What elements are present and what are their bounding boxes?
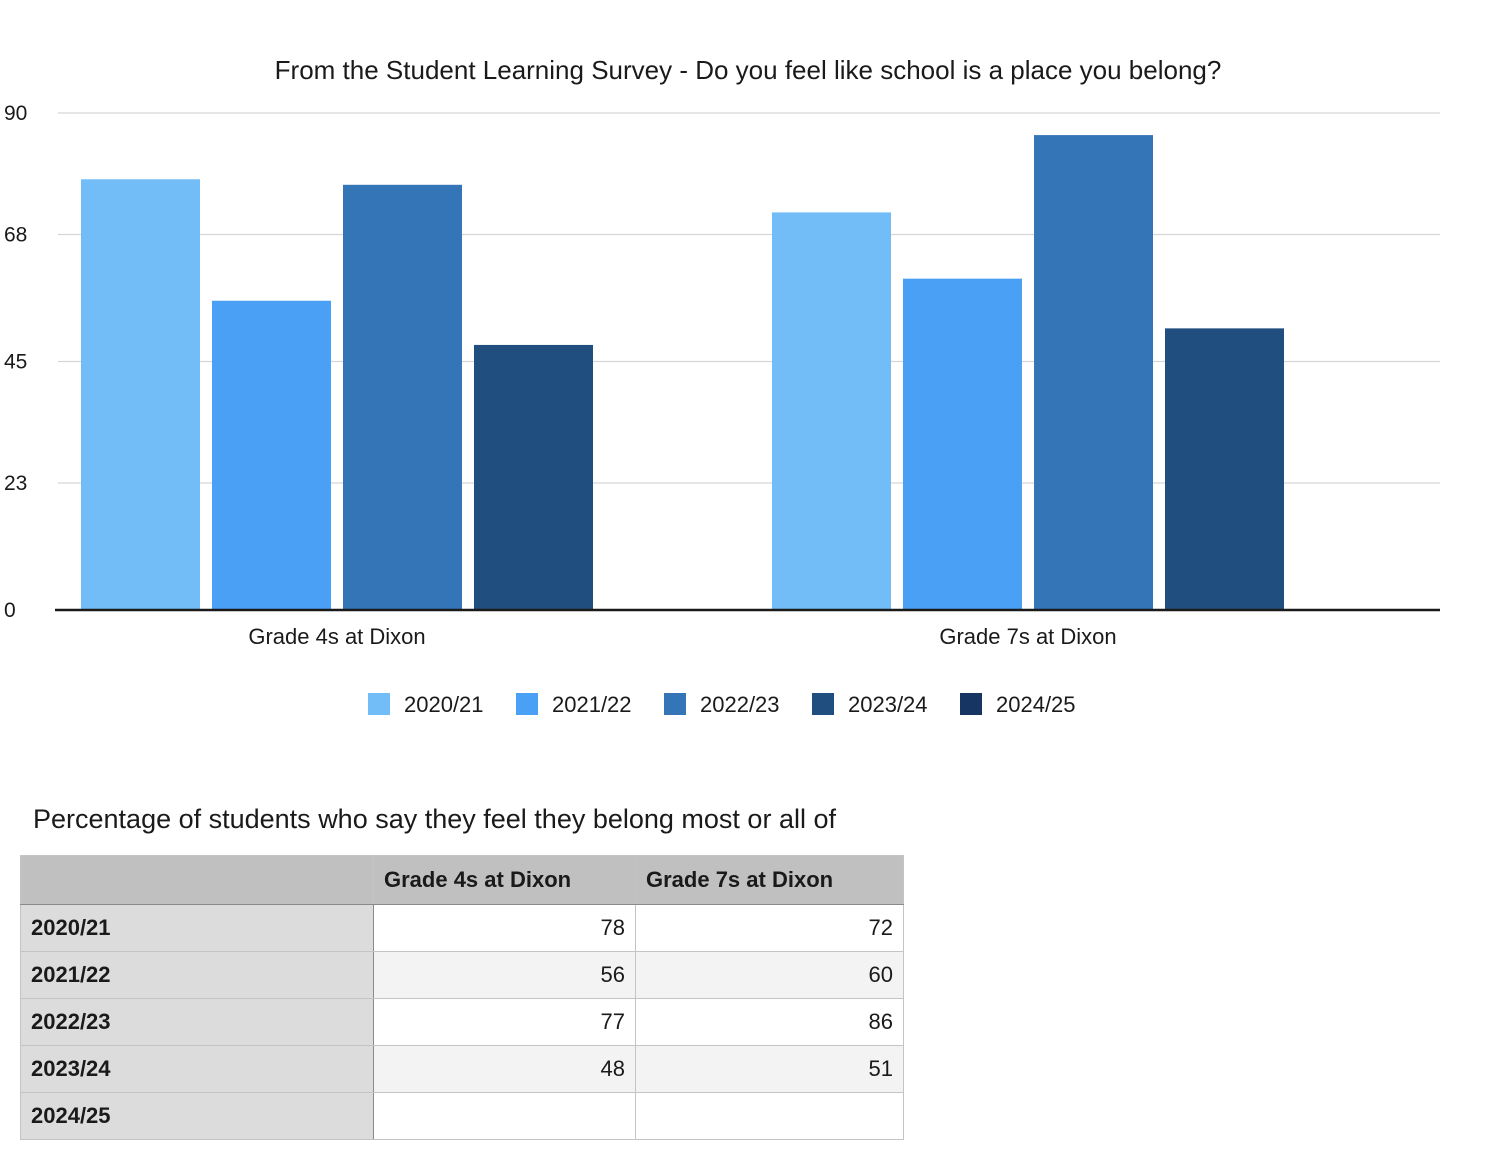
row-label: 2023/24 (20, 1045, 374, 1093)
table-row: 2021/22 56 60 (20, 951, 904, 999)
header-cell-grade4: Grade 4s at Dixon (373, 855, 636, 905)
data-table: Grade 4s at Dixon Grade 7s at Dixon 2020… (20, 855, 904, 1140)
legend: 2020/21 2021/22 2022/23 2023/24 2024/25 (368, 692, 1076, 717)
table-cell (373, 1092, 636, 1140)
header-cell-corner (20, 855, 374, 905)
y-axis-ticks: 0 23 45 68 90 (4, 102, 27, 622)
legend-label: 2020/21 (404, 692, 484, 717)
table-row: 2023/24 48 51 (20, 1045, 904, 1093)
y-tick-label: 90 (4, 102, 27, 125)
category-labels: Grade 4s at Dixon Grade 7s at Dixon (248, 624, 1116, 649)
header-cell-grade7: Grade 7s at Dixon (635, 855, 904, 905)
row-label: 2024/25 (20, 1092, 374, 1140)
table-cell: 51 (635, 1045, 904, 1093)
legend-swatch (812, 693, 834, 715)
bar (81, 179, 200, 610)
row-label: 2021/22 (20, 951, 374, 999)
y-tick-label: 23 (4, 472, 27, 495)
bar (1165, 328, 1284, 610)
table-row: 2022/23 77 86 (20, 998, 904, 1046)
legend-swatch (368, 693, 390, 715)
bar (343, 184, 462, 611)
bar (772, 212, 891, 610)
bar (212, 300, 331, 610)
table-cell: 56 (373, 951, 636, 999)
table-header-row: Grade 4s at Dixon Grade 7s at Dixon (20, 855, 904, 905)
x-category-label: Grade 4s at Dixon (248, 624, 425, 649)
legend-label: 2023/24 (848, 692, 928, 717)
table-cell: 72 (635, 904, 904, 952)
legend-label: 2024/25 (996, 692, 1076, 717)
table-cell: 77 (373, 998, 636, 1046)
legend-swatch (516, 693, 538, 715)
chart-title: From the Student Learning Survey - Do yo… (275, 55, 1222, 85)
y-tick-label: 45 (4, 351, 27, 374)
bar-chart: From the Student Learning Survey - Do yo… (4, 55, 1440, 717)
table-cell: 78 (373, 904, 636, 952)
row-label: 2020/21 (20, 904, 374, 952)
table-title: Percentage of students who say they feel… (33, 804, 836, 834)
y-tick-label: 0 (4, 599, 16, 622)
table-row: 2024/25 (20, 1092, 904, 1140)
y-tick-label: 68 (4, 223, 27, 246)
x-category-label: Grade 7s at Dixon (939, 624, 1116, 649)
table-row: 2020/21 78 72 (20, 904, 904, 952)
bars (81, 135, 1284, 611)
legend-label: 2021/22 (552, 692, 632, 717)
row-label: 2022/23 (20, 998, 374, 1046)
table-cell: 86 (635, 998, 904, 1046)
legend-swatch (960, 693, 982, 715)
table-cell: 60 (635, 951, 904, 999)
bar (903, 278, 1022, 610)
bar (1034, 135, 1153, 611)
legend-swatch (664, 693, 686, 715)
table-cell (635, 1092, 904, 1140)
bar (474, 344, 593, 610)
table-cell: 48 (373, 1045, 636, 1093)
legend-label: 2022/23 (700, 692, 780, 717)
